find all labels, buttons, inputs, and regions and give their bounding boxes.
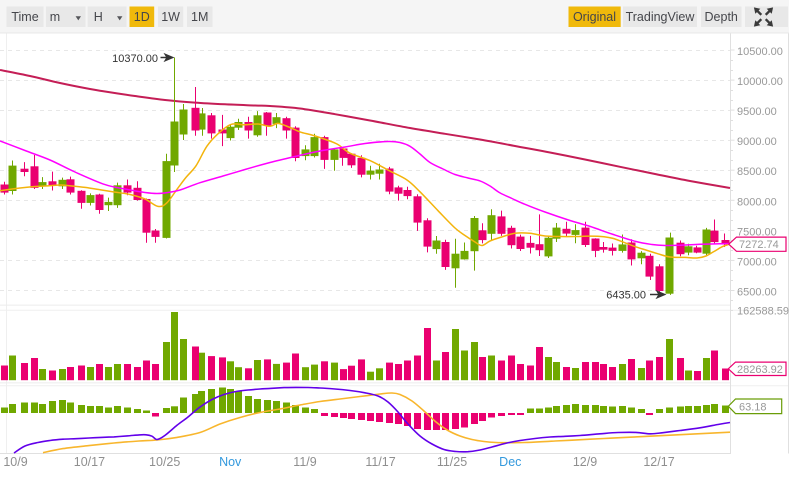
svg-text:12/17: 12/17 [643,455,674,469]
svg-text:1W: 1W [161,10,180,24]
svg-text:Time: Time [11,10,38,24]
svg-text:1D: 1D [134,10,150,24]
svg-text:Nov: Nov [219,455,242,469]
svg-text:63.18: 63.18 [739,401,767,413]
svg-text:1M: 1M [191,10,208,24]
svg-text:10/17: 10/17 [74,455,105,469]
svg-text:m: m [50,10,60,24]
svg-text:10500.00: 10500.00 [737,46,783,58]
svg-text:9500.00: 9500.00 [737,106,777,118]
svg-text:10/25: 10/25 [149,455,180,469]
svg-text:Original: Original [573,10,616,24]
svg-text:11/9: 11/9 [293,455,316,469]
svg-text:10000.00: 10000.00 [737,76,783,88]
svg-text:9000.00: 9000.00 [737,136,777,148]
svg-text:28263.92: 28263.92 [737,364,783,376]
svg-text:10370.00: 10370.00 [112,53,158,65]
svg-text:H: H [94,10,103,24]
svg-text:7272.74: 7272.74 [739,239,779,251]
svg-text:10/9: 10/9 [3,455,27,469]
svg-text:7500.00: 7500.00 [737,226,777,238]
svg-text:8500.00: 8500.00 [737,166,777,178]
svg-text:12/9: 12/9 [573,455,597,469]
svg-text:11/17: 11/17 [365,455,395,469]
svg-text:Dec: Dec [499,455,521,469]
svg-text:TradingView: TradingView [626,10,696,24]
svg-text:Depth: Depth [705,10,738,24]
svg-text:6435.00: 6435.00 [606,290,646,302]
svg-text:11/25: 11/25 [437,455,467,469]
svg-text:162588.59: 162588.59 [737,306,789,318]
svg-text:7000.00: 7000.00 [737,256,777,268]
svg-text:6500.00: 6500.00 [737,287,777,299]
svg-text:8000.00: 8000.00 [737,196,777,208]
